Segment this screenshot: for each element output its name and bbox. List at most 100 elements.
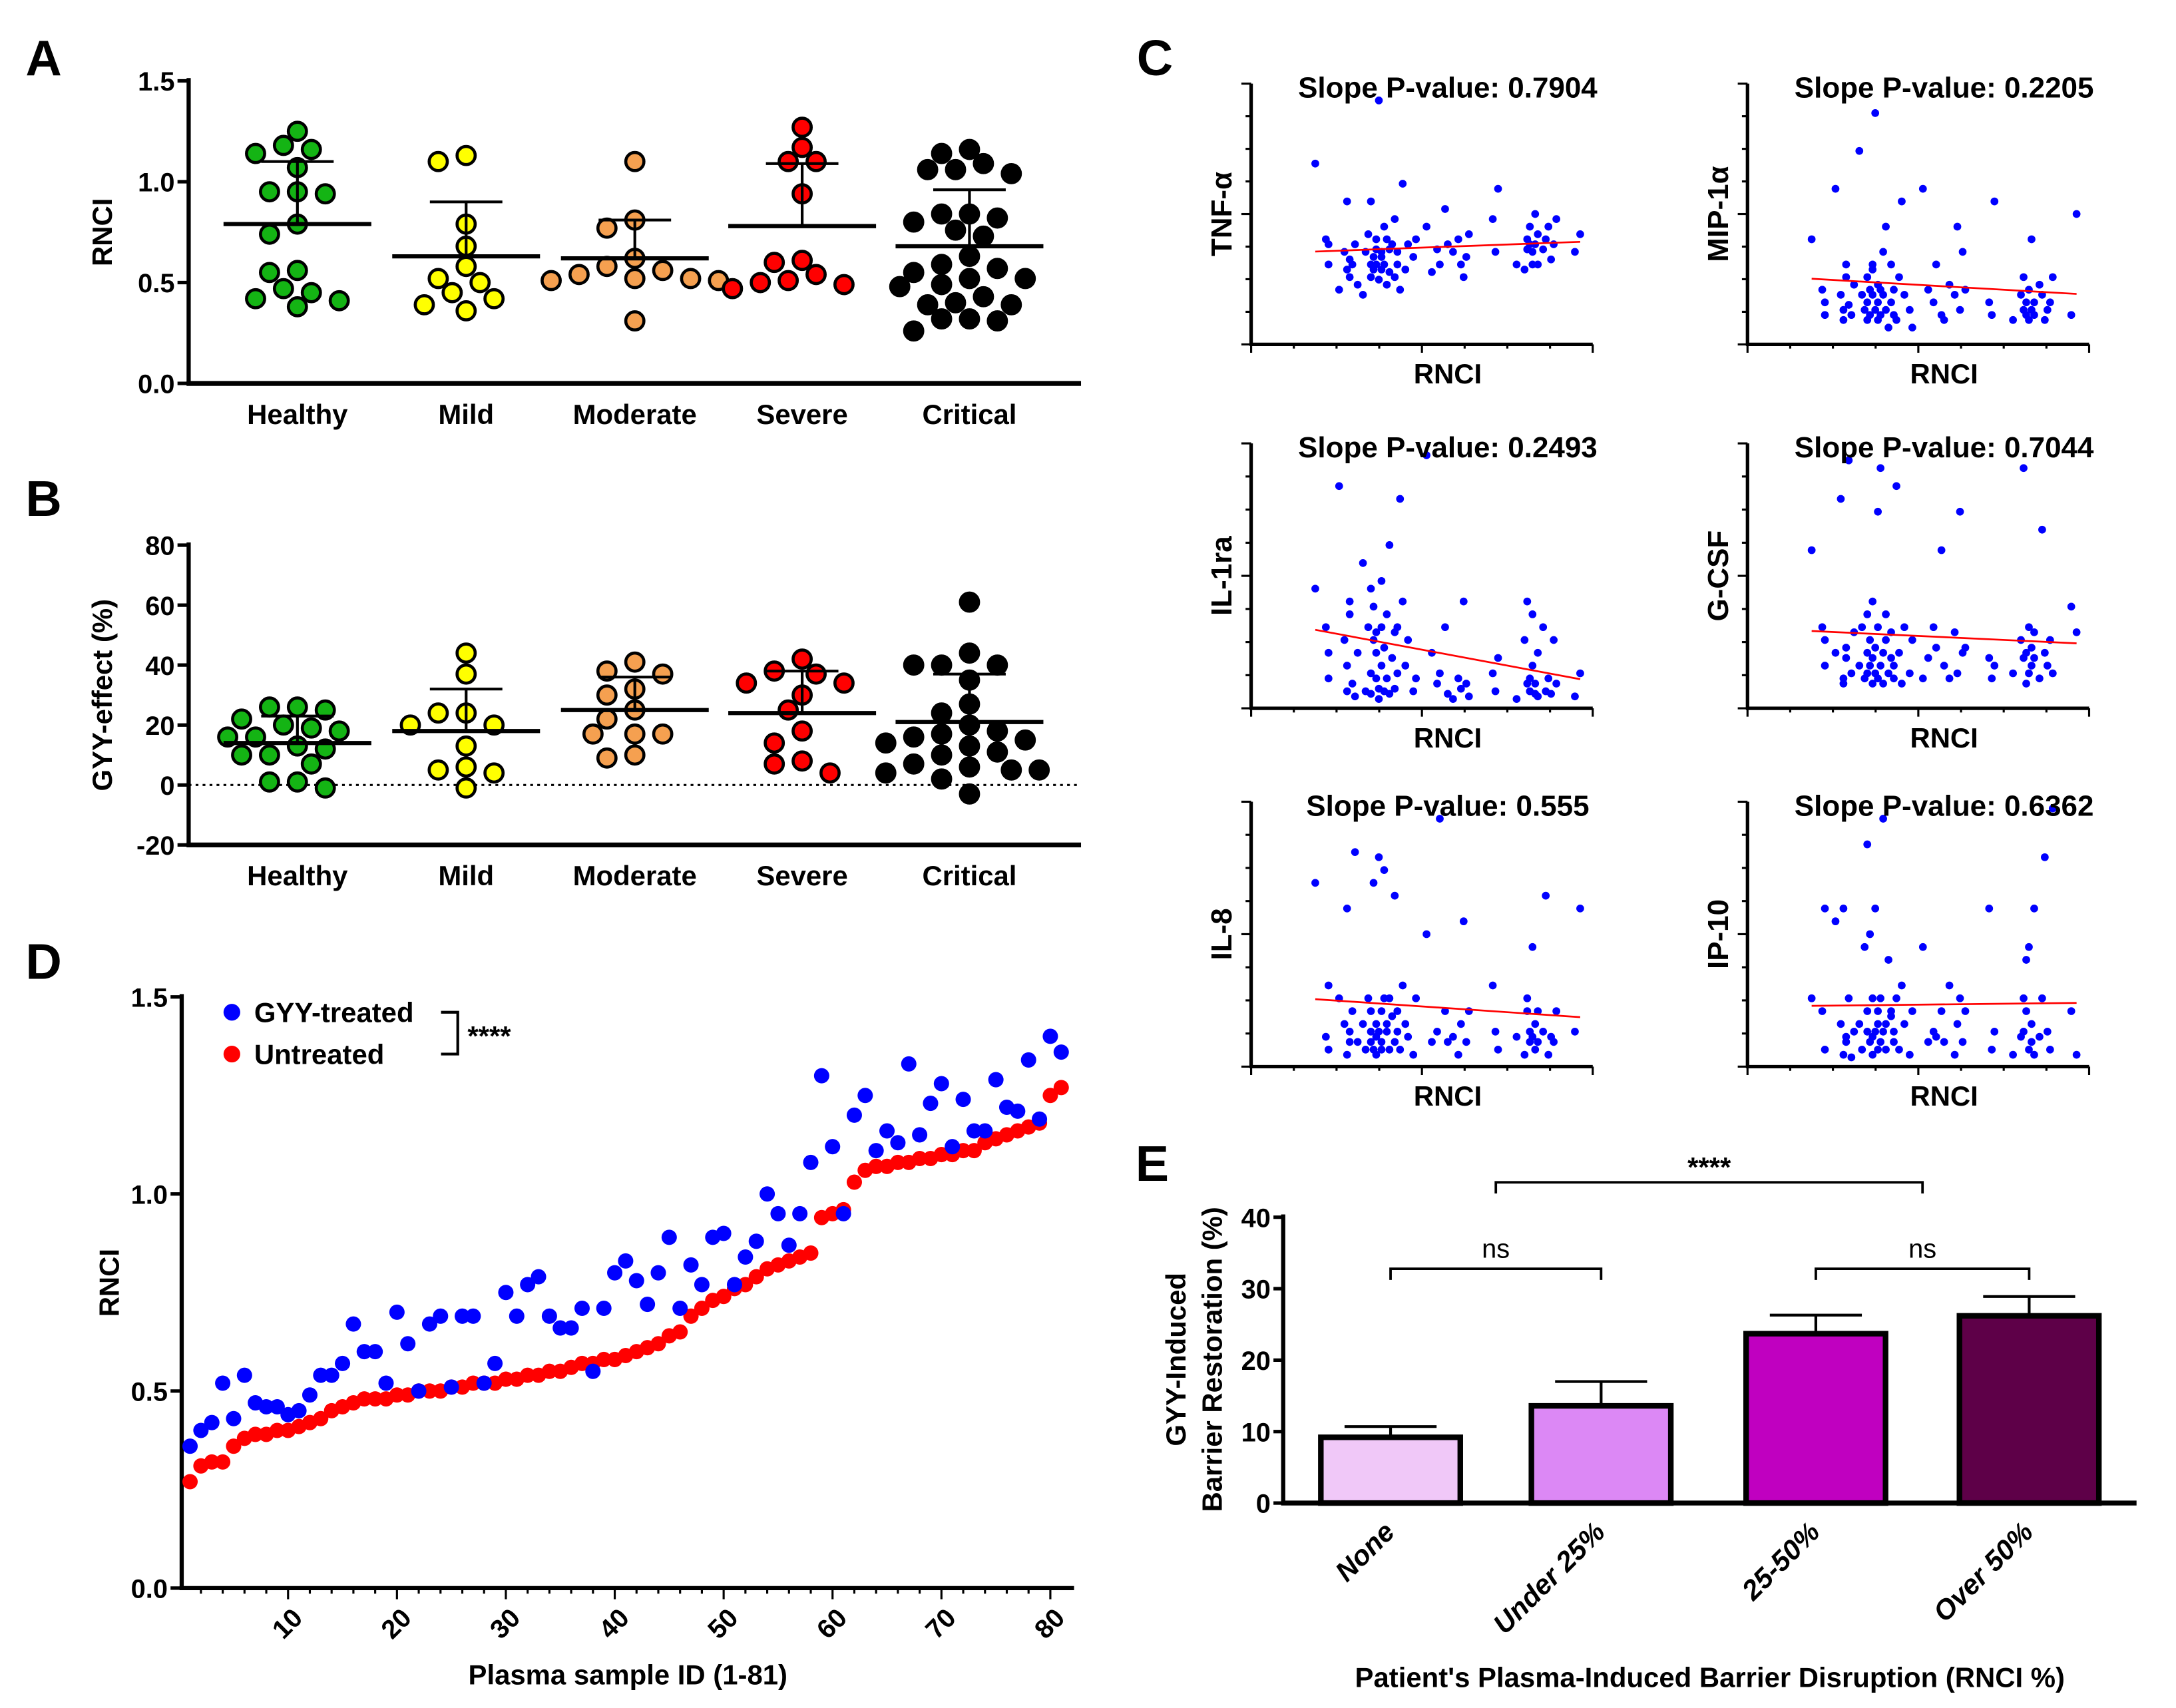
data-point-critical: [986, 654, 1008, 676]
y-tick-label: 0.0: [131, 1575, 168, 1604]
data-point: [1908, 1007, 1916, 1015]
data-point: [2020, 1028, 2028, 1036]
data-point: [1985, 905, 1994, 913]
data-point: [1534, 648, 1542, 657]
x-axis-title: RNCI: [1414, 1080, 1482, 1112]
data-point-severe: [791, 116, 813, 138]
data-point-healthy: [314, 183, 336, 205]
data-point-moderate: [624, 268, 646, 290]
data-point: [1361, 1046, 1370, 1054]
significance-bracket: [1815, 1267, 2031, 1280]
x-tick-label: 80: [1029, 1603, 1070, 1644]
data-point: [1385, 1046, 1394, 1054]
data-point-treated: [650, 1265, 666, 1281]
data-point-moderate: [596, 684, 618, 706]
data-point: [1839, 316, 1848, 324]
data-point: [1531, 1046, 1540, 1054]
data-point: [1845, 301, 1853, 309]
bar-3: [1956, 1313, 2102, 1506]
y-axis-title: G-CSF: [1702, 531, 1735, 622]
data-point: [1550, 636, 1558, 644]
data-point: [1324, 674, 1333, 683]
data-point: [1441, 623, 1449, 632]
data-point-moderate: [582, 723, 604, 745]
data-point-untreated: [465, 1375, 481, 1391]
data-point-critical: [986, 258, 1008, 280]
data-point: [1531, 680, 1540, 688]
data-point-treated: [857, 1088, 873, 1104]
data-point-mild: [455, 756, 477, 778]
data-point: [1868, 597, 1877, 606]
data-point-treated: [607, 1265, 623, 1281]
data-point-severe: [777, 150, 799, 172]
data-point: [2048, 669, 2057, 678]
data-point: [1890, 662, 1898, 670]
data-point-healthy: [258, 262, 280, 284]
data-point-treated: [574, 1300, 590, 1316]
panel-letter-a: A: [25, 30, 61, 86]
data-point: [1343, 266, 1351, 274]
data-point: [1385, 268, 1394, 276]
data-point: [1552, 1007, 1560, 1015]
data-point-untreated: [389, 1387, 405, 1403]
data-point-moderate: [596, 217, 618, 239]
data-point: [1571, 1028, 1579, 1036]
data-point: [1372, 260, 1381, 269]
data-point: [1369, 602, 1378, 611]
data-point-moderate: [568, 264, 590, 286]
data-point-treated: [356, 1344, 372, 1360]
data-point: [1464, 1007, 1473, 1015]
data-point-treated: [531, 1269, 546, 1285]
data-point: [2025, 623, 2033, 632]
data-point-healthy: [286, 696, 308, 718]
data-point-treated: [683, 1257, 699, 1273]
data-point: [1528, 248, 1537, 256]
data-point-severe: [736, 672, 758, 694]
data-point: [2028, 662, 2036, 670]
data-point: [1887, 654, 1895, 662]
data-point: [1874, 298, 1882, 307]
data-point-mild: [455, 735, 477, 757]
data-point: [1348, 260, 1357, 269]
data-point: [2067, 311, 2075, 320]
data-point: [1950, 628, 1959, 636]
data-point: [1444, 1038, 1452, 1046]
data-point: [1512, 260, 1521, 269]
y-tick-label: 40: [1241, 1203, 1271, 1233]
data-point-healthy: [231, 708, 252, 730]
data-point-moderate: [624, 310, 646, 332]
data-point-untreated: [541, 1363, 557, 1379]
data-point-mild: [455, 777, 477, 799]
data-point-critical: [903, 211, 925, 233]
data-point: [1393, 623, 1402, 632]
y-tick-label: 60: [145, 592, 174, 621]
data-point-healthy: [300, 753, 322, 775]
data-point: [1396, 1046, 1405, 1054]
data-point: [2043, 306, 2052, 314]
data-point: [1842, 644, 1850, 652]
data-point-severe: [777, 270, 799, 292]
category-label: Severe: [756, 399, 847, 430]
data-point: [1550, 1038, 1558, 1046]
data-point-untreated: [574, 1355, 590, 1371]
data-point: [1890, 286, 1898, 294]
data-point-healthy: [300, 717, 322, 739]
data-point-critical: [945, 158, 967, 180]
data-point: [1383, 235, 1391, 244]
data-point: [2046, 1046, 2054, 1054]
data-point-mild: [455, 642, 477, 664]
data-point: [2022, 298, 2030, 307]
data-point: [1958, 248, 1967, 256]
data-point: [1908, 636, 1916, 644]
data-point: [1892, 482, 1900, 491]
data-point: [1988, 1046, 1996, 1054]
data-point-severe: [805, 264, 827, 286]
data-point: [2030, 298, 2038, 307]
data-point: [1422, 451, 1430, 459]
data-point: [2025, 316, 2033, 324]
category-label: Moderate: [573, 860, 697, 891]
data-point: [1876, 662, 1884, 670]
category-label: Healthy: [247, 860, 348, 891]
data-point: [1884, 669, 1892, 678]
